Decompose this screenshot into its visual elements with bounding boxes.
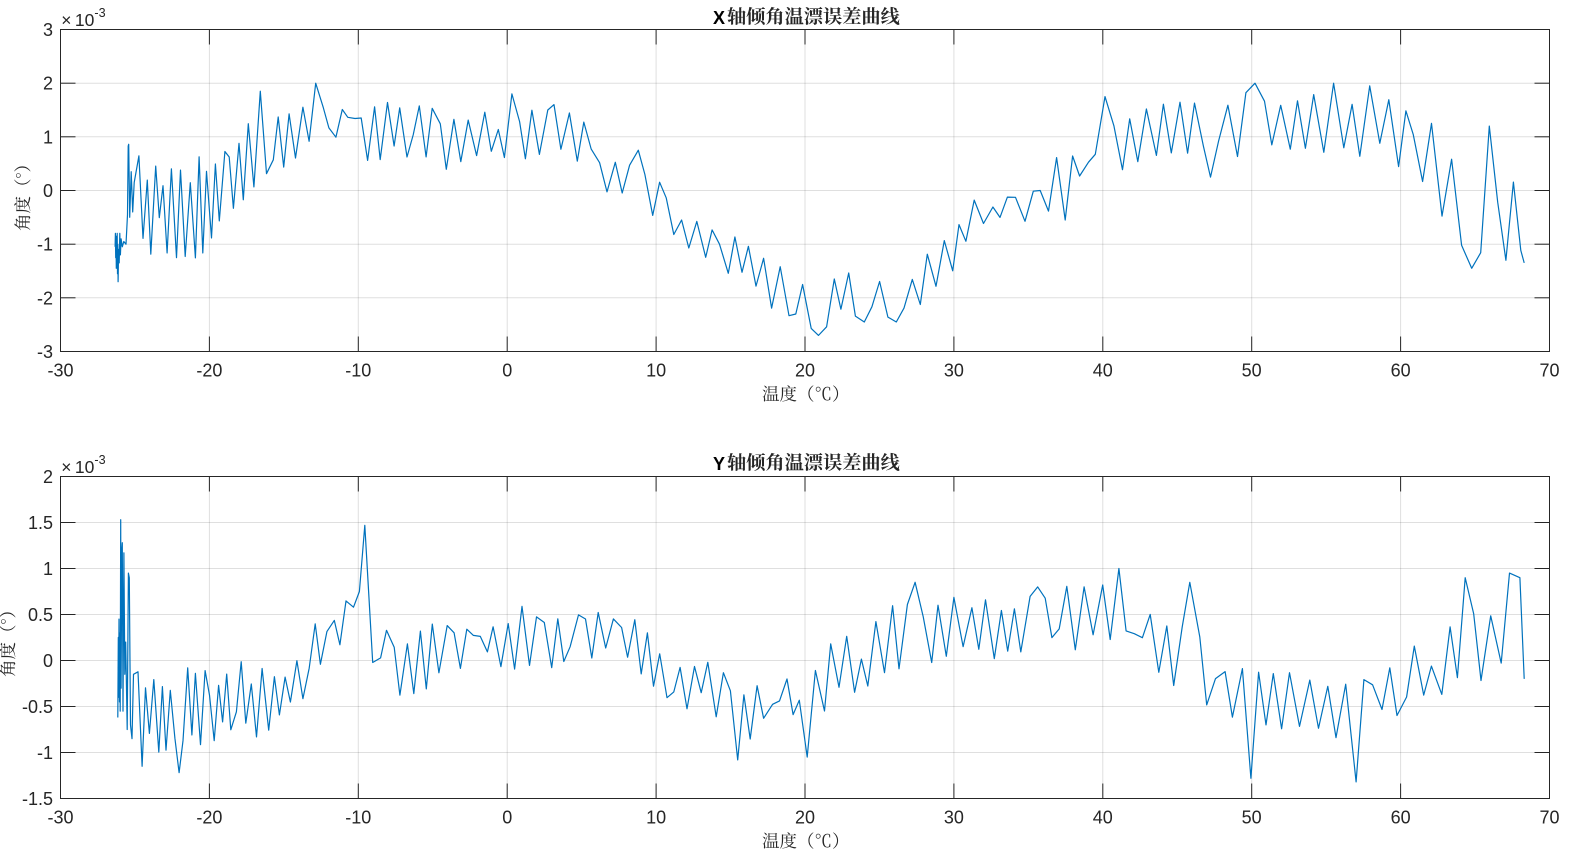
svg-text:1.5: 1.5 <box>28 513 53 533</box>
svg-text:2: 2 <box>43 74 53 94</box>
svg-text:-1.5: -1.5 <box>22 789 53 809</box>
svg-text:0: 0 <box>502 808 512 828</box>
svg-text:40: 40 <box>1093 361 1113 381</box>
svg-text:-10: -10 <box>345 361 371 381</box>
svg-text:0.5: 0.5 <box>28 605 53 625</box>
svg-text:40: 40 <box>1093 808 1113 828</box>
svg-text:10: 10 <box>646 361 666 381</box>
svg-text:1: 1 <box>43 559 53 579</box>
svg-text:X: X <box>713 8 725 28</box>
svg-text:0: 0 <box>43 181 53 201</box>
svg-text:0: 0 <box>43 651 53 671</box>
svg-text:-30: -30 <box>47 361 73 381</box>
svg-text:60: 60 <box>1391 361 1411 381</box>
svg-text:20: 20 <box>795 808 815 828</box>
svg-text:-3: -3 <box>37 342 53 362</box>
svg-text:-20: -20 <box>196 361 222 381</box>
svg-text:-2: -2 <box>37 288 53 308</box>
svg-text:-1: -1 <box>37 235 53 255</box>
svg-text:0: 0 <box>502 361 512 381</box>
svg-text:10: 10 <box>646 808 666 828</box>
svg-text:20: 20 <box>795 361 815 381</box>
svg-text:-0.5: -0.5 <box>22 697 53 717</box>
svg-text:3: 3 <box>43 20 53 40</box>
svg-text:50: 50 <box>1242 808 1262 828</box>
svg-text:70: 70 <box>1539 808 1559 828</box>
svg-text:30: 30 <box>944 361 964 381</box>
svg-text:30: 30 <box>944 808 964 828</box>
svg-text:70: 70 <box>1539 361 1559 381</box>
svg-text:-30: -30 <box>47 808 73 828</box>
svg-text:-1: -1 <box>37 743 53 763</box>
svg-text:-10: -10 <box>345 808 371 828</box>
svg-text:1: 1 <box>43 127 53 147</box>
svg-text:50: 50 <box>1242 361 1262 381</box>
svg-text:Y: Y <box>713 454 725 474</box>
svg-text:2: 2 <box>43 467 53 487</box>
svg-text:-20: -20 <box>196 808 222 828</box>
svg-text:60: 60 <box>1391 808 1411 828</box>
